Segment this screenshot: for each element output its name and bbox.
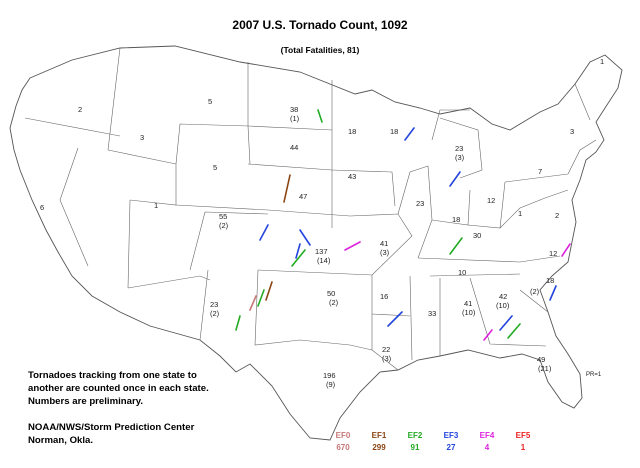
tornado-tracks (235, 109, 571, 341)
legend-label: EF5 (515, 431, 531, 440)
count-ky: 30 (473, 231, 481, 240)
count-in: 18 (452, 215, 460, 224)
fat-tx: (9) (326, 380, 336, 389)
legend-count: 91 (410, 443, 420, 452)
count-ny: 3 (570, 127, 574, 136)
count-ut: 1 (154, 201, 158, 210)
count-al: 41 (464, 299, 472, 308)
legend-ef1: EF1 299 (362, 430, 396, 454)
legend-count: 1 (520, 443, 526, 452)
count-nd: 38 (290, 105, 298, 114)
count-co: 55 (219, 212, 227, 221)
state-borders (24, 47, 597, 371)
fat-mi: (3) (455, 153, 465, 162)
count-mi: 23 (455, 144, 463, 153)
count-fl: 49 (537, 355, 545, 364)
count-mt: 5 (208, 97, 212, 106)
count-ok: 50 (327, 289, 335, 298)
count-wv: 1 (518, 209, 522, 218)
count-ms: 33 (428, 309, 436, 318)
note-source: NOAA/NWS/Storm Prediction Center Norman,… (28, 422, 195, 446)
legend-count: 299 (372, 443, 386, 452)
count-me: 1 (600, 57, 604, 66)
legend-label: EF3 (443, 431, 459, 440)
fat-fl: (21) (538, 364, 552, 373)
count-ca: 6 (40, 203, 44, 212)
fat-ok: (2) (329, 298, 339, 307)
count-ga: 42 (499, 292, 507, 301)
us-outline (9, 45, 623, 441)
legend-label: EF2 (407, 431, 423, 440)
count-tx: 196 (323, 371, 336, 380)
count-sd: 44 (290, 143, 298, 152)
legend-ef4: EF4 4 (470, 430, 504, 454)
legend-label: EF0 (335, 431, 351, 440)
map-title: 2007 U.S. Tornado Count, 1092 (232, 18, 408, 32)
legend-count: 4 (484, 443, 490, 452)
fat-mo: (3) (380, 248, 390, 257)
fat-nm: (2) (210, 309, 220, 318)
note-counting-method: Tornadoes tracking from one state to ano… (28, 370, 209, 407)
fat-co: (2) (219, 221, 229, 230)
count-nc: 12 (549, 249, 557, 258)
count-la: 22 (382, 345, 390, 354)
fat-sc: (2) (530, 287, 540, 296)
count-ks: 137 (315, 247, 328, 256)
legend-count: 27 (446, 443, 456, 452)
count-oh: 12 (487, 196, 495, 205)
count-or: 3 (140, 133, 144, 142)
count-tn: 10 (458, 268, 466, 277)
state-count-labels: 2 3 6 5 5 1 55 (2) 23 (2) 38 (1) 44 47 1… (40, 57, 604, 389)
count-mn: 18 (348, 127, 356, 136)
count-pr: PR=1 (586, 372, 602, 378)
count-va: 2 (555, 211, 559, 220)
count-ar: 16 (380, 292, 388, 301)
count-ne: 47 (299, 192, 307, 201)
fat-la: (3) (382, 354, 392, 363)
count-il: 23 (416, 199, 424, 208)
count-mo: 41 (380, 239, 388, 248)
legend-label: EF1 (371, 431, 387, 440)
count-nm: 23 (210, 300, 218, 309)
count-wy: 5 (213, 163, 217, 172)
legend-ef0: EF0 670 (326, 430, 360, 454)
count-wi: 18 (390, 127, 398, 136)
legend-count: 670 (336, 443, 350, 452)
legend-ef5: EF5 1 (506, 430, 540, 454)
fat-ga: (10) (496, 301, 510, 310)
map-subtitle: (Total Fatalities, 81) (280, 45, 360, 55)
fat-al: (10) (462, 308, 476, 317)
legend-ef3: EF3 27 (434, 430, 468, 454)
fat-ks: (14) (317, 256, 331, 265)
count-wa: 2 (78, 105, 82, 114)
count-pa: 7 (538, 167, 542, 176)
fat-nd: (1) (290, 114, 300, 123)
count-ia: 43 (348, 172, 356, 181)
count-sc: 18 (546, 276, 554, 285)
legend-label: EF4 (479, 431, 495, 440)
legend-ef2: EF2 91 (398, 430, 432, 454)
